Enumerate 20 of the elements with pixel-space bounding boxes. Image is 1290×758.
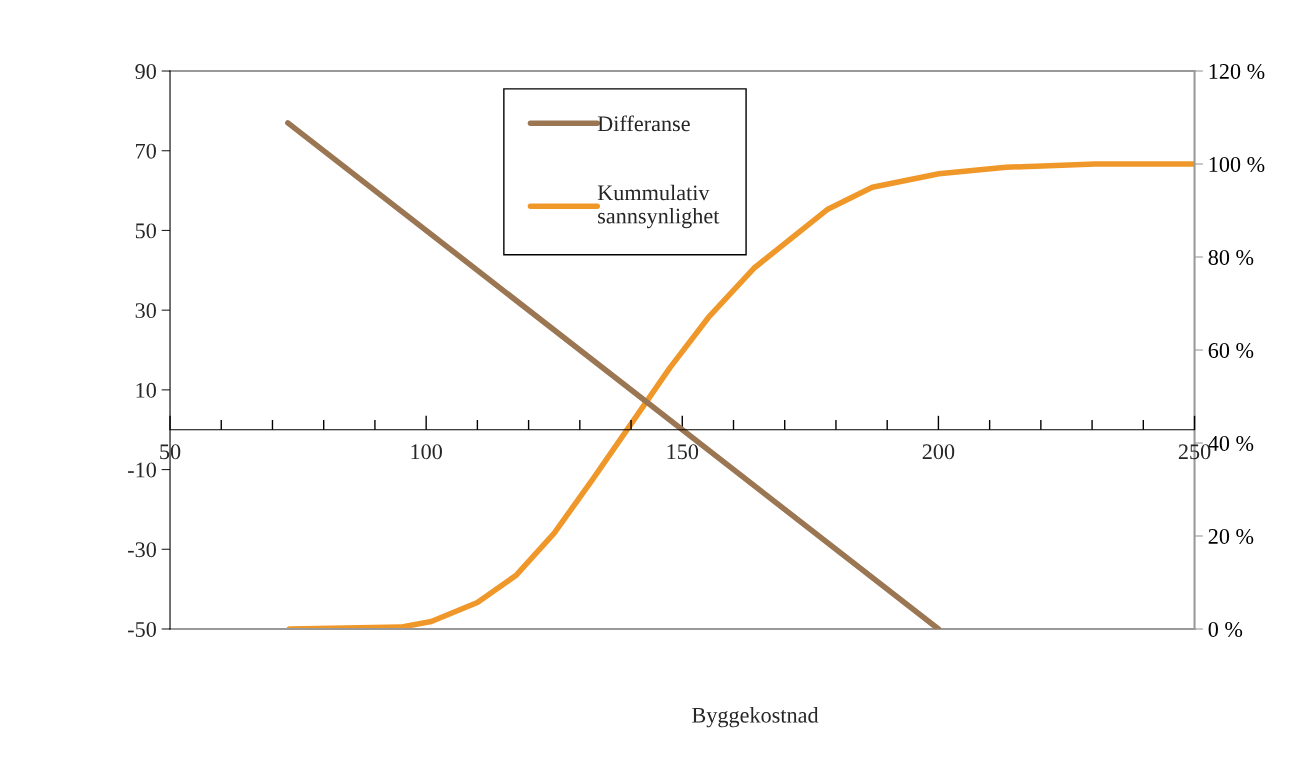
y-tick-label: 10	[136, 382, 156, 398]
y-tick-label: -30	[128, 542, 156, 558]
x-axis-title: Byggekostnad	[692, 707, 819, 728]
y-tick-label: 30	[135, 303, 156, 319]
y-tick-label: -50	[128, 621, 156, 637]
y-tick-label: 50	[135, 223, 156, 239]
y2-tick-label: 20 %	[1208, 528, 1254, 544]
x-tick-label: 150	[667, 444, 699, 460]
y-tick-label: 90	[135, 63, 156, 79]
legend-label: Differanse	[597, 115, 690, 132]
y-tick-label: -10	[128, 462, 156, 478]
y2-tick-label: 0 %	[1208, 621, 1243, 637]
y2-tick-label: 80 %	[1208, 249, 1254, 266]
x-tick-label: 100	[411, 444, 442, 460]
x-tick-label: 200	[922, 444, 955, 460]
y2-tick-label: 100 %	[1209, 156, 1265, 173]
y2-tick-label: 60 %	[1208, 342, 1254, 359]
y-tick-label: 70	[136, 143, 156, 159]
legend-label: Kummulativ sannsynlighet	[597, 184, 720, 229]
y2-tick-label: 120 %	[1209, 63, 1265, 80]
